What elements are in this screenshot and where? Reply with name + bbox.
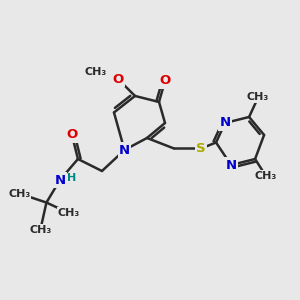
Text: O: O — [113, 73, 124, 86]
Text: H: H — [67, 173, 76, 183]
Text: CH₃: CH₃ — [8, 188, 31, 199]
Text: N: N — [226, 158, 237, 172]
Text: O: O — [159, 74, 171, 87]
Text: S: S — [196, 142, 206, 155]
Text: N: N — [220, 116, 231, 130]
Text: N: N — [119, 143, 130, 157]
Text: CH₃: CH₃ — [247, 92, 269, 103]
Text: N: N — [54, 173, 65, 187]
Text: CH₃: CH₃ — [254, 170, 277, 181]
Text: CH₃: CH₃ — [58, 208, 80, 218]
Text: CH₃: CH₃ — [85, 67, 107, 77]
Text: CH₃: CH₃ — [29, 225, 52, 235]
Text: O: O — [66, 128, 78, 142]
